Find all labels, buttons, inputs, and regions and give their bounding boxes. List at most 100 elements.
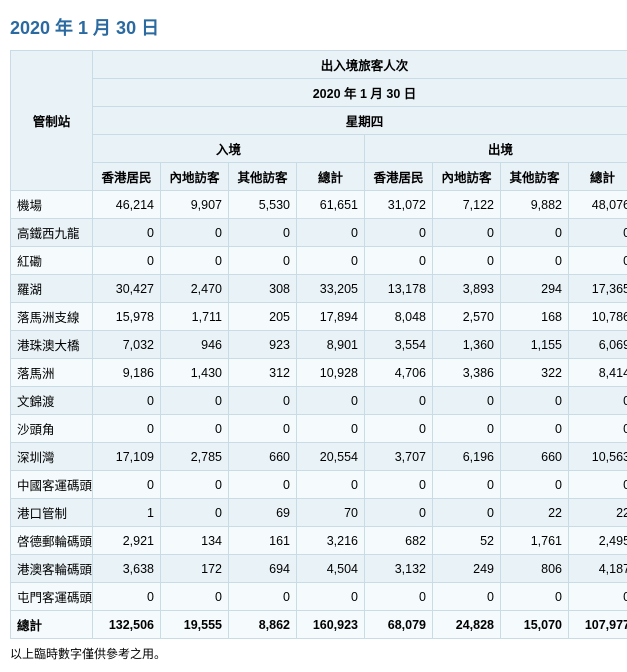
cell-value: 1,155 [501, 331, 569, 359]
cell-value: 0 [297, 219, 365, 247]
cell-value: 1 [93, 499, 161, 527]
cell-value: 0 [569, 247, 627, 275]
cell-value: 17,894 [297, 303, 365, 331]
table-row: 啓德郵輪碼頭2,9211341613,216682521,7612,495 [11, 527, 627, 555]
col-a-ml: 內地訪客 [161, 163, 229, 191]
cell-value: 168 [501, 303, 569, 331]
cell-value: 0 [501, 247, 569, 275]
cell-value: 923 [229, 331, 297, 359]
cell-value: 0 [93, 219, 161, 247]
cell-value: 10,563 [569, 443, 627, 471]
col-a-hk: 香港居民 [93, 163, 161, 191]
cell-value: 0 [501, 583, 569, 611]
cell-value: 172 [161, 555, 229, 583]
cell-value: 0 [297, 387, 365, 415]
cell-value: 0 [229, 219, 297, 247]
cell-value: 8,414 [569, 359, 627, 387]
cell-value: 0 [365, 387, 433, 415]
cell-value: 0 [569, 583, 627, 611]
cell-value: 2,570 [433, 303, 501, 331]
table-row: 港口管制106970002222 [11, 499, 627, 527]
col-a-tt: 總計 [297, 163, 365, 191]
col-a-ot: 其他訪客 [229, 163, 297, 191]
cell-value: 0 [365, 247, 433, 275]
cell-value: 3,386 [433, 359, 501, 387]
row-label: 落馬洲支線 [11, 303, 93, 331]
cell-value: 22 [501, 499, 569, 527]
cell-value: 52 [433, 527, 501, 555]
cell-value: 20,554 [297, 443, 365, 471]
table-row: 羅湖30,4272,47030833,20513,1783,89329417,3… [11, 275, 627, 303]
cell-value: 0 [365, 499, 433, 527]
cell-value: 61,651 [297, 191, 365, 219]
row-label: 港珠澳大橋 [11, 331, 93, 359]
cell-value: 0 [161, 247, 229, 275]
cell-value: 0 [569, 471, 627, 499]
row-label: 機場 [11, 191, 93, 219]
cell-value: 0 [161, 415, 229, 443]
cell-value: 0 [161, 471, 229, 499]
table-row: 落馬洲9,1861,43031210,9284,7063,3863228,414 [11, 359, 627, 387]
row-label: 深圳灣 [11, 443, 93, 471]
cell-value: 70 [297, 499, 365, 527]
cell-value: 249 [433, 555, 501, 583]
table-row: 高鐵西九龍00000000 [11, 219, 627, 247]
table-row: 沙頭角00000000 [11, 415, 627, 443]
table-row: 文錦渡00000000 [11, 387, 627, 415]
cell-value: 806 [501, 555, 569, 583]
cell-value: 0 [433, 471, 501, 499]
cell-value: 0 [501, 387, 569, 415]
table-row: 港澳客輪碼頭3,6381726944,5043,1322498064,187 [11, 555, 627, 583]
total-value: 107,977 [569, 611, 627, 639]
col-date: 2020 年 1 月 30 日 [93, 79, 627, 107]
total-value: 68,079 [365, 611, 433, 639]
cell-value: 0 [365, 583, 433, 611]
cell-value: 5,530 [229, 191, 297, 219]
cell-value: 0 [501, 219, 569, 247]
total-label: 總計 [11, 611, 93, 639]
footnote: 以上臨時數字僅供參考之用。 [10, 645, 617, 662]
cell-value: 0 [501, 415, 569, 443]
total-value: 19,555 [161, 611, 229, 639]
cell-value: 682 [365, 527, 433, 555]
cell-value: 161 [229, 527, 297, 555]
col-control-point: 管制站 [11, 51, 93, 191]
cell-value: 2,495 [569, 527, 627, 555]
cell-value: 0 [161, 583, 229, 611]
cell-value: 9,907 [161, 191, 229, 219]
cell-value: 0 [433, 499, 501, 527]
cell-value: 0 [93, 583, 161, 611]
table-row: 落馬洲支線15,9781,71120517,8948,0482,57016810… [11, 303, 627, 331]
cell-value: 0 [229, 415, 297, 443]
cell-value: 322 [501, 359, 569, 387]
cell-value: 0 [229, 247, 297, 275]
row-label: 中國客運碼頭 [11, 471, 93, 499]
cell-value: 3,638 [93, 555, 161, 583]
cell-value: 1,761 [501, 527, 569, 555]
cell-value: 3,893 [433, 275, 501, 303]
table-row: 紅磡00000000 [11, 247, 627, 275]
cell-value: 8,048 [365, 303, 433, 331]
col-d-hk: 香港居民 [365, 163, 433, 191]
cell-value: 0 [569, 219, 627, 247]
cell-value: 0 [501, 471, 569, 499]
cell-value: 0 [365, 415, 433, 443]
total-value: 15,070 [501, 611, 569, 639]
cell-value: 2,470 [161, 275, 229, 303]
total-value: 160,923 [297, 611, 365, 639]
cell-value: 0 [161, 219, 229, 247]
cell-value: 10,786 [569, 303, 627, 331]
cell-value: 0 [229, 583, 297, 611]
cell-value: 30,427 [93, 275, 161, 303]
cell-value: 312 [229, 359, 297, 387]
cell-value: 0 [93, 415, 161, 443]
cell-value: 3,707 [365, 443, 433, 471]
cell-value: 31,072 [365, 191, 433, 219]
cell-value: 3,216 [297, 527, 365, 555]
cell-value: 7,122 [433, 191, 501, 219]
row-label: 屯門客運碼頭 [11, 583, 93, 611]
col-d-ml: 內地訪客 [433, 163, 501, 191]
cell-value: 0 [297, 471, 365, 499]
table-row: 屯門客運碼頭00000000 [11, 583, 627, 611]
cell-value: 3,554 [365, 331, 433, 359]
